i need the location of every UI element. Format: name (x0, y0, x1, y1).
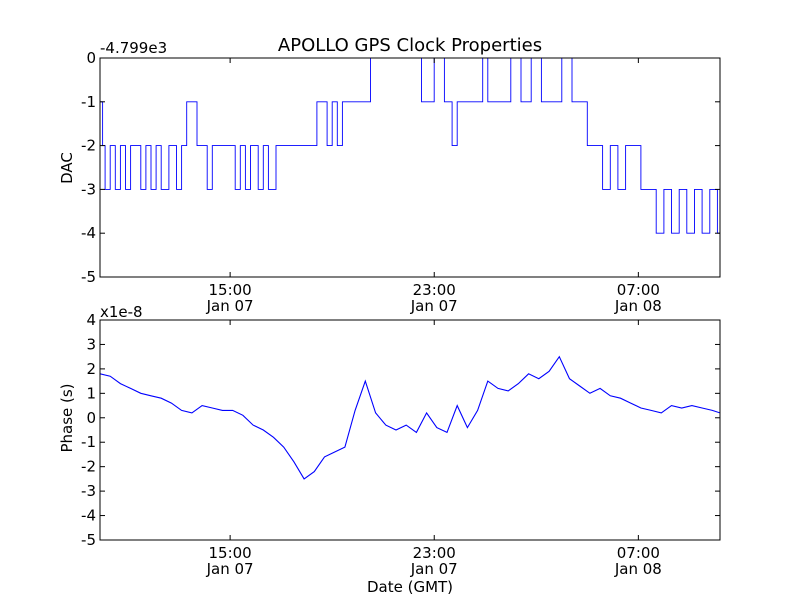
phase-x-tick-label-date: Jan 07 (206, 560, 254, 578)
dac-x-tick-label-date: Jan 08 (614, 297, 662, 315)
phase-x-tick-label-time: 23:00 (413, 544, 456, 562)
dac-x-tick-label-time: 07:00 (617, 281, 660, 299)
phase-y-tick-label: 4 (86, 311, 96, 329)
dac-series-line (100, 58, 720, 234)
dac-x-tick-label-time: 23:00 (413, 281, 456, 299)
phase-offset-label: x1e-8 (100, 303, 143, 321)
phase-y-tick-label: -1 (81, 433, 96, 451)
dac-y-tick-label: -4 (81, 224, 96, 242)
x-axis-label: Date (GMT) (367, 578, 453, 596)
dac-y-tick-label: -3 (81, 180, 96, 198)
phase-y-axis-label: Phase (s) (58, 383, 76, 452)
phase-y-tick-label: 1 (86, 384, 96, 402)
phase-y-tick-label: -3 (81, 482, 96, 500)
dac-x-tick-label-date: Jan 07 (410, 297, 458, 315)
phase-y-tick-label: 0 (86, 409, 96, 427)
dac-y-tick-label: -5 (81, 268, 96, 286)
dac-axes-frame (99, 57, 721, 278)
phase-y-tick-label: -4 (81, 507, 96, 525)
dac-y-tick-label: 0 (86, 49, 96, 67)
chart-title: APOLLO GPS Clock Properties (278, 35, 542, 56)
phase-y-tick-label: 3 (86, 335, 96, 353)
phase-panel: x1e-8 Phase (s) Date (GMT) 4 3 2 1 0 -1 -2 -3 -4… (58, 303, 721, 596)
phase-y-tick-label: -5 (81, 531, 96, 549)
dac-y-axis-label: DAC (58, 152, 76, 184)
phase-x-tick-label-time: 15:00 (209, 544, 252, 562)
dac-x-tick-label-date: Jan 07 (206, 297, 254, 315)
phase-y-tick-label: -2 (81, 458, 96, 476)
dac-y-tick-label: -1 (81, 93, 96, 111)
dac-y-tick-label: -2 (81, 137, 96, 155)
phase-x-tick-label-date: Jan 07 (410, 560, 458, 578)
dac-offset-label: -4.799e3 (100, 39, 167, 57)
dac-x-tick-label-time: 15:00 (209, 281, 252, 299)
phase-x-tick-label-date: Jan 08 (614, 560, 662, 578)
phase-x-tick-label-time: 07:00 (617, 544, 660, 562)
phase-series-line (100, 355, 720, 480)
phase-axes-frame (99, 319, 721, 541)
phase-y-tick-label: 2 (86, 360, 96, 378)
